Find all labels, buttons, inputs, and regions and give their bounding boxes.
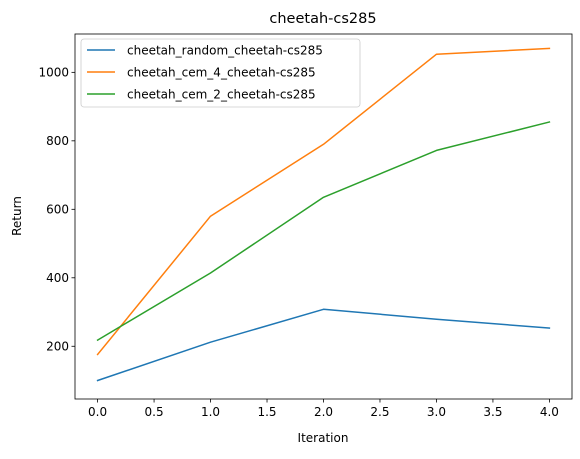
y-tick-label: 1000 <box>38 66 69 80</box>
x-tick-label: 1.0 <box>201 405 220 419</box>
x-tick-label: 2.0 <box>314 405 333 419</box>
x-tick-label: 0.0 <box>88 405 107 419</box>
y-tick-label: 200 <box>46 340 69 354</box>
y-tick-label: 600 <box>46 203 69 217</box>
series-line-1 <box>96 308 551 382</box>
x-tick-label: 1.5 <box>257 405 276 419</box>
y-tick-label: 800 <box>46 134 69 148</box>
legend-frame <box>80 38 361 108</box>
x-tick-label: 2.5 <box>370 405 389 419</box>
legend-label-3: cheetah_cem_2_cheetah-cs285 <box>127 87 316 101</box>
y-tick-label: 400 <box>46 271 69 285</box>
x-tick-label: 0.5 <box>145 405 164 419</box>
x-tick-label: 4.0 <box>540 405 559 419</box>
legend-label-2: cheetah_cem_4_cheetah-cs285 <box>127 65 316 79</box>
chart-title: cheetah-cs285 <box>269 11 376 27</box>
x-tick-label: 3.5 <box>483 405 502 419</box>
y-axis-label: Return <box>10 196 24 236</box>
series-layer <box>96 47 551 382</box>
x-axis-label: Iteration <box>298 431 349 445</box>
x-tick-label: 3.0 <box>427 405 446 419</box>
y-axis-ticks: 200 400 600 800 1000 <box>38 66 75 354</box>
series-line-3 <box>96 121 551 342</box>
legend-label-1: cheetah_random_cheetah-cs285 <box>127 43 323 57</box>
series-line-2 <box>96 47 551 356</box>
x-axis-ticks: 0.0 0.5 1.0 1.5 2.0 2.5 3.0 3.5 4.0 <box>88 399 559 419</box>
legend: cheetah_random_cheetah-cs285 cheetah_cem_… <box>80 38 361 108</box>
